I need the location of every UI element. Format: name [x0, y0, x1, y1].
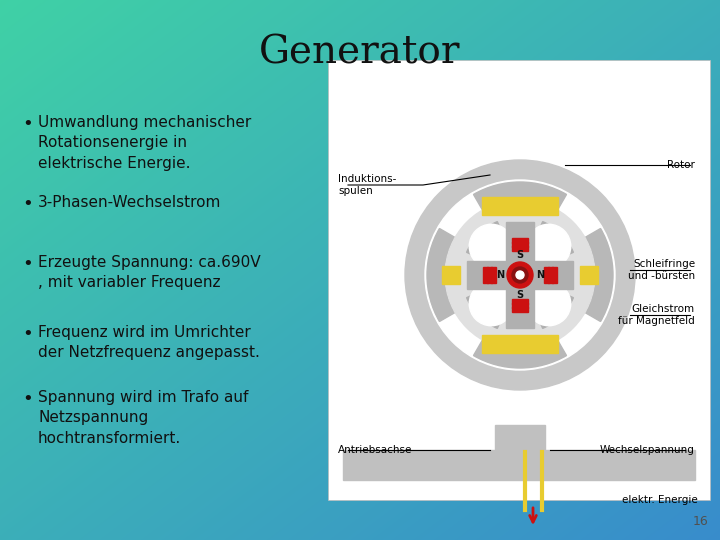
Polygon shape — [544, 267, 549, 283]
Circle shape — [405, 160, 635, 390]
Circle shape — [469, 282, 513, 326]
Wedge shape — [474, 336, 567, 368]
Text: S: S — [516, 291, 523, 300]
Text: Antriebsachse: Antriebsachse — [338, 445, 413, 455]
Text: •: • — [22, 255, 33, 273]
Text: 16: 16 — [692, 515, 708, 528]
Text: Wechselspannung: Wechselspannung — [600, 445, 695, 455]
Circle shape — [425, 180, 615, 370]
Bar — [580, 266, 598, 284]
Bar — [467, 261, 573, 289]
Wedge shape — [485, 338, 555, 350]
Text: Schleifringe
und -bürsten: Schleifringe und -bürsten — [628, 259, 695, 281]
Text: 3-Phasen-Wechselstrom: 3-Phasen-Wechselstrom — [38, 195, 221, 210]
Polygon shape — [512, 302, 528, 308]
Bar — [328, 60, 710, 500]
Wedge shape — [467, 275, 520, 328]
Bar — [506, 222, 534, 328]
Text: Spannung wird im Trafo auf
Netzspannung
hochtransformiert.: Spannung wird im Trafo auf Netzspannung … — [38, 390, 248, 446]
Circle shape — [526, 282, 571, 326]
Text: •: • — [22, 325, 33, 343]
Wedge shape — [427, 228, 459, 321]
Wedge shape — [520, 275, 573, 328]
Circle shape — [512, 267, 528, 283]
Text: Generator: Generator — [259, 35, 461, 72]
Polygon shape — [552, 267, 557, 283]
Bar — [343, 450, 695, 480]
Polygon shape — [548, 267, 553, 283]
Bar — [442, 266, 460, 284]
Text: elektr. Energie: elektr. Energie — [622, 495, 698, 505]
Wedge shape — [474, 182, 567, 213]
Text: •: • — [22, 115, 33, 133]
Wedge shape — [485, 200, 555, 212]
Bar — [482, 197, 558, 215]
Wedge shape — [445, 240, 457, 310]
Wedge shape — [582, 240, 595, 310]
Polygon shape — [487, 267, 492, 283]
Wedge shape — [582, 228, 613, 321]
Polygon shape — [512, 307, 528, 312]
Text: Rotor: Rotor — [667, 160, 695, 170]
Polygon shape — [512, 299, 528, 303]
FancyArrowPatch shape — [530, 508, 536, 522]
Polygon shape — [512, 242, 528, 247]
Text: Umwandlung mechanischer
Rotationsenergie in
elektrische Energie.: Umwandlung mechanischer Rotationsenergie… — [38, 115, 251, 171]
Wedge shape — [467, 221, 520, 275]
Text: N: N — [495, 270, 504, 280]
Circle shape — [516, 271, 524, 279]
Circle shape — [526, 224, 571, 268]
Text: N: N — [536, 270, 544, 280]
Text: •: • — [22, 390, 33, 408]
Polygon shape — [512, 238, 528, 244]
Text: S: S — [516, 249, 523, 260]
Circle shape — [469, 224, 513, 268]
Text: Induktions-
spulen: Induktions- spulen — [338, 174, 397, 196]
Circle shape — [507, 262, 533, 288]
Polygon shape — [512, 246, 528, 251]
Circle shape — [445, 200, 595, 350]
Wedge shape — [520, 221, 573, 275]
Bar — [495, 425, 545, 455]
Text: Frequenz wird im Umrichter
der Netzfrequenz angepasst.: Frequenz wird im Umrichter der Netzfrequ… — [38, 325, 260, 360]
Text: •: • — [22, 195, 33, 213]
Text: Gleichstrom
für Magnetfeld: Gleichstrom für Magnetfeld — [618, 304, 695, 326]
Polygon shape — [491, 267, 496, 283]
Bar — [482, 335, 558, 353]
Text: Erzeugte Spannung: ca.690V
, mit variabler Frequenz: Erzeugte Spannung: ca.690V , mit variabl… — [38, 255, 261, 291]
Polygon shape — [483, 267, 488, 283]
